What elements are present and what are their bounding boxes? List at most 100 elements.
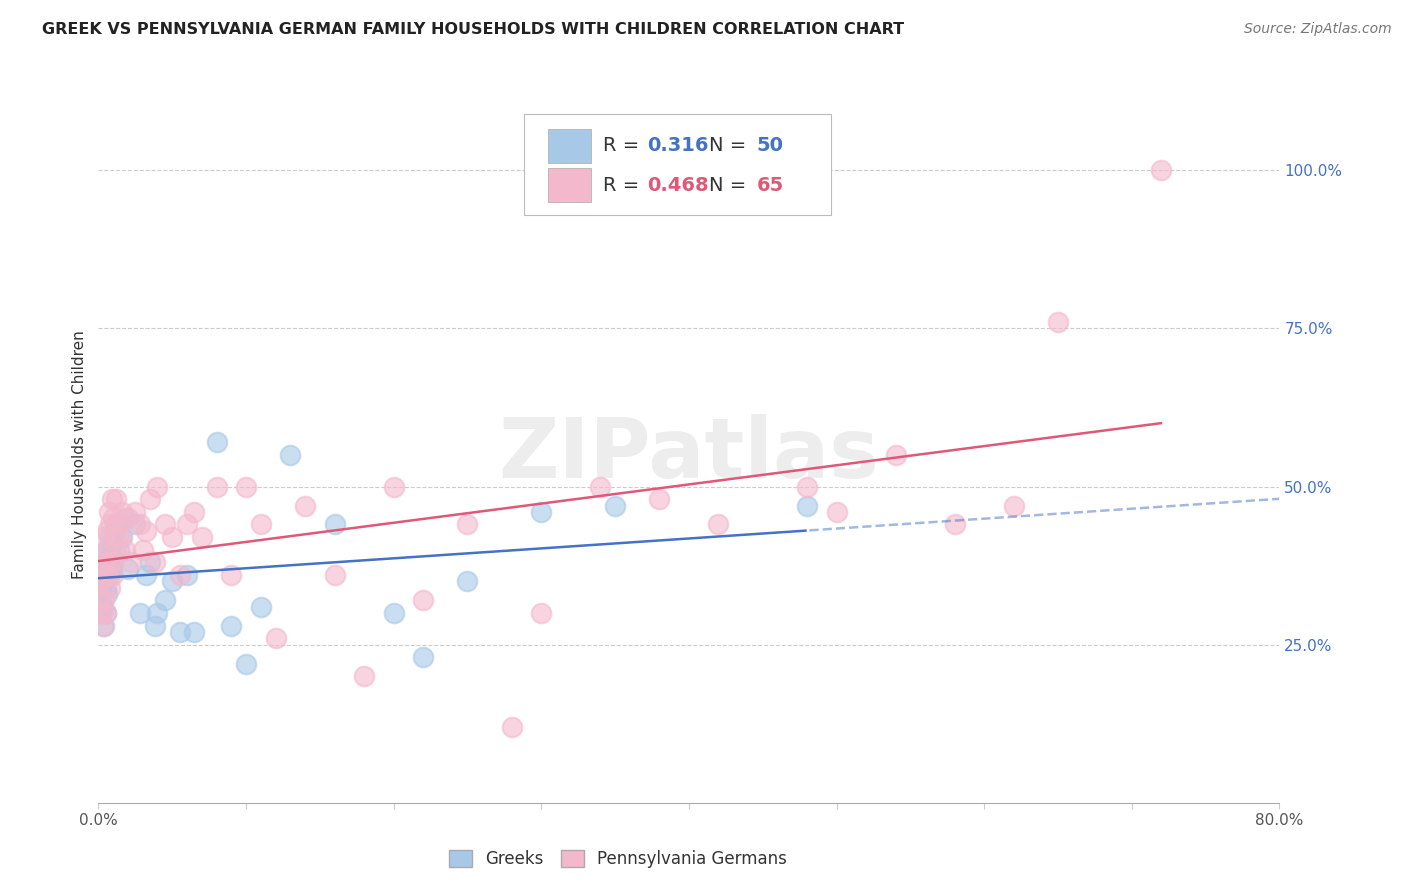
Point (93, 530, 115, 544)
Point (132, 542, 155, 557)
Point (108, 542, 131, 557)
Point (94, 606, 117, 620)
Point (1002, 499, 1025, 513)
Point (139, 492, 162, 507)
Point (382, 606, 405, 620)
Point (353, 669, 375, 683)
Point (97, 505, 120, 519)
Point (89, 574, 111, 589)
Point (91, 599, 114, 614)
Point (235, 479, 257, 493)
Point (278, 448, 302, 462)
Point (825, 505, 848, 519)
Point (111, 505, 134, 519)
Point (120, 556, 142, 570)
Point (96, 587, 118, 601)
Point (264, 632, 287, 646)
Point (94, 606, 117, 620)
Point (91, 556, 114, 570)
Point (250, 599, 273, 614)
Text: N =: N = (709, 176, 752, 194)
Point (114, 511, 136, 525)
Point (98, 581, 121, 595)
Point (176, 517, 198, 532)
Point (796, 499, 818, 513)
Text: 65: 65 (756, 176, 783, 194)
Point (1046, 315, 1069, 329)
Point (98, 517, 121, 532)
Point (456, 574, 478, 589)
Point (323, 517, 346, 532)
Point (91, 618, 114, 632)
Point (100, 556, 122, 570)
Point (96, 542, 118, 557)
Point (103, 511, 125, 525)
Point (382, 479, 405, 493)
Point (114, 542, 136, 557)
Point (105, 517, 128, 532)
Point (205, 435, 228, 450)
Point (93, 618, 115, 632)
Point (100, 562, 122, 576)
Text: R =: R = (603, 136, 645, 155)
Text: 0.468: 0.468 (648, 176, 709, 194)
Point (97, 556, 120, 570)
Point (412, 650, 434, 665)
Point (169, 625, 191, 640)
Y-axis label: Family Households with Children: Family Households with Children (72, 331, 87, 579)
Point (107, 530, 129, 544)
Point (103, 556, 125, 570)
FancyBboxPatch shape (523, 114, 831, 215)
Point (323, 568, 346, 582)
Point (589, 479, 612, 493)
Point (128, 606, 150, 620)
Point (501, 720, 523, 734)
Point (90, 574, 112, 589)
Point (139, 556, 162, 570)
Point (135, 524, 157, 538)
Point (1150, 163, 1173, 178)
Point (796, 479, 818, 493)
Point (884, 448, 907, 462)
Point (89, 593, 111, 607)
FancyBboxPatch shape (548, 128, 591, 162)
Point (250, 517, 273, 532)
Point (153, 517, 176, 532)
Point (110, 530, 132, 544)
Point (96, 524, 118, 538)
Point (94, 556, 117, 570)
Point (124, 517, 146, 532)
Point (93, 593, 115, 607)
Point (108, 517, 131, 532)
Point (91, 574, 114, 589)
Point (530, 606, 553, 620)
Point (219, 568, 242, 582)
Point (117, 511, 139, 525)
Point (98, 568, 121, 582)
Point (105, 492, 128, 507)
Point (90, 606, 112, 620)
Point (89, 593, 111, 607)
Point (707, 517, 730, 532)
Point (648, 492, 671, 507)
Point (183, 505, 205, 519)
Point (128, 517, 150, 532)
Text: R =: R = (603, 176, 645, 194)
Point (153, 593, 176, 607)
Point (183, 625, 205, 640)
Point (100, 536, 122, 550)
Text: Source: ZipAtlas.com: Source: ZipAtlas.com (1244, 22, 1392, 37)
Text: ZIPatlas: ZIPatlas (499, 415, 879, 495)
Point (124, 505, 146, 519)
Text: N =: N = (709, 136, 752, 155)
Legend: Greeks, Pennsylvania Germans: Greeks, Pennsylvania Germans (443, 843, 794, 874)
Point (94, 581, 117, 595)
Point (235, 657, 257, 671)
Point (162, 574, 183, 589)
Point (97, 530, 120, 544)
Text: GREEK VS PENNSYLVANIA GERMAN FAMILY HOUSEHOLDS WITH CHILDREN CORRELATION CHART: GREEK VS PENNSYLVANIA GERMAN FAMILY HOUS… (42, 22, 904, 37)
Point (104, 542, 127, 557)
Point (176, 568, 198, 582)
Point (294, 499, 316, 513)
Text: 0.316: 0.316 (648, 136, 709, 155)
